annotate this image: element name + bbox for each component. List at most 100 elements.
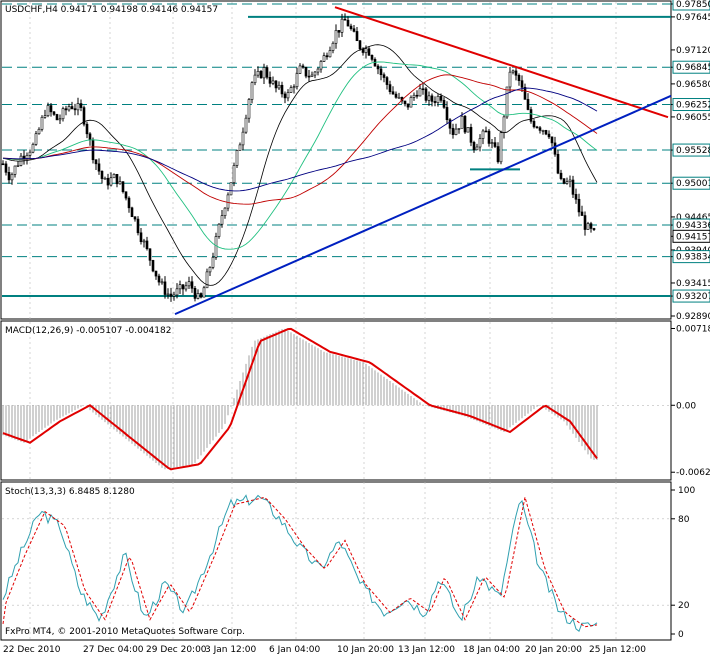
candle-body [169,293,173,297]
time-label: 3 Jan 12:00 [205,645,257,655]
candle-body [280,84,284,95]
candle-body [433,101,437,103]
candle-body [520,80,524,88]
candle-body [427,95,431,101]
candle-body [172,294,176,297]
candle-body [259,70,263,79]
macd-plot [2,327,671,471]
candle-body [46,105,50,116]
candle-body [79,103,83,108]
candle-body [370,55,374,60]
price-tick-label: 0.96845 [676,63,710,73]
candle-body [106,177,110,186]
candle-body [238,144,242,151]
candle-body [589,223,593,229]
candle-body [493,142,497,147]
price-tick-label: 0.96055 [676,113,710,123]
candle-body [94,159,98,165]
price-tick-label: 0.96252 [676,101,710,111]
copyright-text: FxPro MT4, © 2001-2010 MetaQuotes Softwa… [5,627,245,637]
candle-body [358,40,362,50]
candle-body [565,181,569,184]
candle-body [424,88,428,101]
candle-body [76,103,80,111]
candle-body [352,28,356,32]
candle-body [376,65,380,70]
candle-body [439,95,443,101]
candle-body [292,86,296,88]
candle-body [322,55,326,62]
candle-body [271,80,275,84]
candle-body [121,181,125,193]
time-label: 25 Jan 12:00 [589,645,646,655]
candle-body [325,55,329,58]
candle-body [421,88,425,91]
candle-body [175,288,179,296]
moving-averages [2,44,598,286]
candle-body [181,284,185,290]
candle-body [496,146,500,163]
candle-body [382,74,386,78]
candle-body [256,70,260,76]
candle-body [37,128,41,135]
candle-body [394,93,398,98]
candle-body [412,94,416,98]
candle-body [574,194,578,200]
candle-body [208,267,212,273]
candle-body [379,68,383,75]
candle-body [112,173,116,179]
macd-signal-line [2,327,598,471]
candle-body [442,100,446,108]
candle-body [385,77,389,85]
red-resistance-trendline [334,6,669,119]
candle-body [58,118,62,121]
candle-body [577,198,581,213]
horizontal-levels [2,3,671,298]
candle-body [307,75,311,78]
candle-body [505,86,509,118]
candle-body [502,116,506,134]
candle-body [268,77,272,84]
candle-body [73,108,77,111]
candle-body [82,107,86,125]
candle-body [523,87,527,100]
candle-body [538,127,542,131]
time-label: 29 Dec 20:00 [146,645,207,655]
candle-body [343,18,347,21]
price-label-box [672,229,710,243]
candle-body [217,223,221,237]
candle-body [547,133,551,138]
candle-body [550,136,554,144]
candle-body [301,65,305,68]
candle-body [304,66,308,77]
candle-body [97,163,101,172]
candle-body [244,117,248,133]
price-tick-label: 0.94157 [676,232,710,242]
candle-body [310,74,314,77]
candle-body [409,97,413,108]
candle-body [139,232,143,242]
candle-body [406,103,410,108]
time-label: 20 Jan 20:00 [525,645,582,655]
stoch-tick-label: 100 [678,486,695,496]
stoch-tick-label: 20 [678,601,690,611]
macd-tick-label: 0.00 [676,401,696,411]
price-tick-label: 0.93415 [676,279,710,289]
candle-body [472,142,476,151]
candle-body [469,127,473,143]
candle-body [160,281,164,284]
candle-body [295,73,299,87]
candle-body [430,95,434,102]
macd-tick-label: 0.00718 [676,324,710,334]
ma-green-line [2,61,598,250]
macd-title: MACD(12,26,9) -0.005107 -0.004182 [5,326,171,336]
price-tick-label: 0.97120 [676,46,710,56]
candle-body [154,270,158,277]
candle-body [214,236,218,258]
price-tick-label: 0.94465 [676,213,710,223]
candle-body [151,260,155,272]
candle-body [277,84,281,89]
main-panel-border [0,0,672,320]
